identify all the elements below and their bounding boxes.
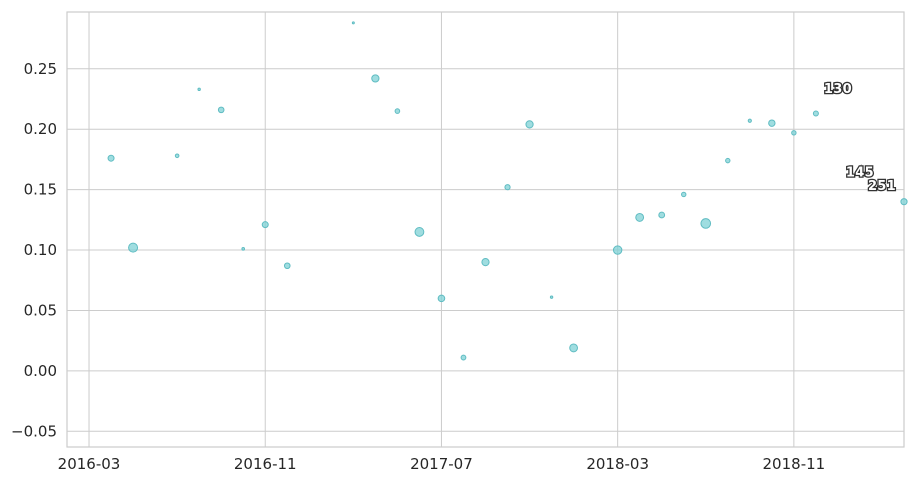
data-point [241,247,246,251]
y-tick-label: 0.05 [24,301,57,319]
data-point [812,110,819,117]
data-point [351,21,355,25]
grid-lines [67,12,904,447]
data-point [725,157,731,164]
data-point [791,130,797,136]
data-point [569,343,579,353]
x-tick-label: 2017-07 [410,455,473,473]
data-point [768,119,776,127]
data-point [128,242,139,253]
data-point [612,245,623,255]
y-tick-label: 0.00 [24,362,57,380]
plot-frame [66,11,905,448]
data-point [283,262,291,270]
y-tick-label: 0.15 [24,181,57,199]
y-tick-label: 0.10 [24,241,57,259]
annotation-label: 251 [868,179,896,194]
data-point [635,213,645,222]
data-point [414,227,425,237]
y-tick-label: 0.25 [24,60,57,78]
data-point [261,221,269,229]
data-point [700,218,712,229]
y-axis-tick-labels: −0.05 0.00 0.05 0.10 0.15 0.20 0.25 [11,60,57,440]
x-tick-label: 2016-11 [234,455,297,473]
data-point [394,108,401,114]
data-point [900,198,908,206]
annotation-label: 130 [824,82,852,97]
x-axis-tick-labels: 2016-03 2016-11 2017-07 2018-03 2018-11 [58,455,826,473]
x-tick-label: 2016-03 [58,455,121,473]
data-point [658,211,666,219]
data-point [197,87,201,92]
data-points [107,21,908,361]
data-point [437,294,446,303]
y-tick-label: −0.05 [11,422,57,440]
x-tick-label: 2018-11 [763,455,826,473]
x-tick-label: 2018-03 [586,455,649,473]
data-point [525,120,534,129]
data-point [174,153,180,159]
y-tick-label: 0.20 [24,120,57,138]
data-point [371,74,380,83]
data-point [481,258,490,267]
data-point [217,106,225,114]
data-point [107,154,115,162]
data-point [681,191,687,198]
data-point [549,295,554,299]
data-point [747,118,752,123]
annotation-label: 145 [846,166,874,181]
data-point [460,354,467,361]
data-point [504,184,511,191]
